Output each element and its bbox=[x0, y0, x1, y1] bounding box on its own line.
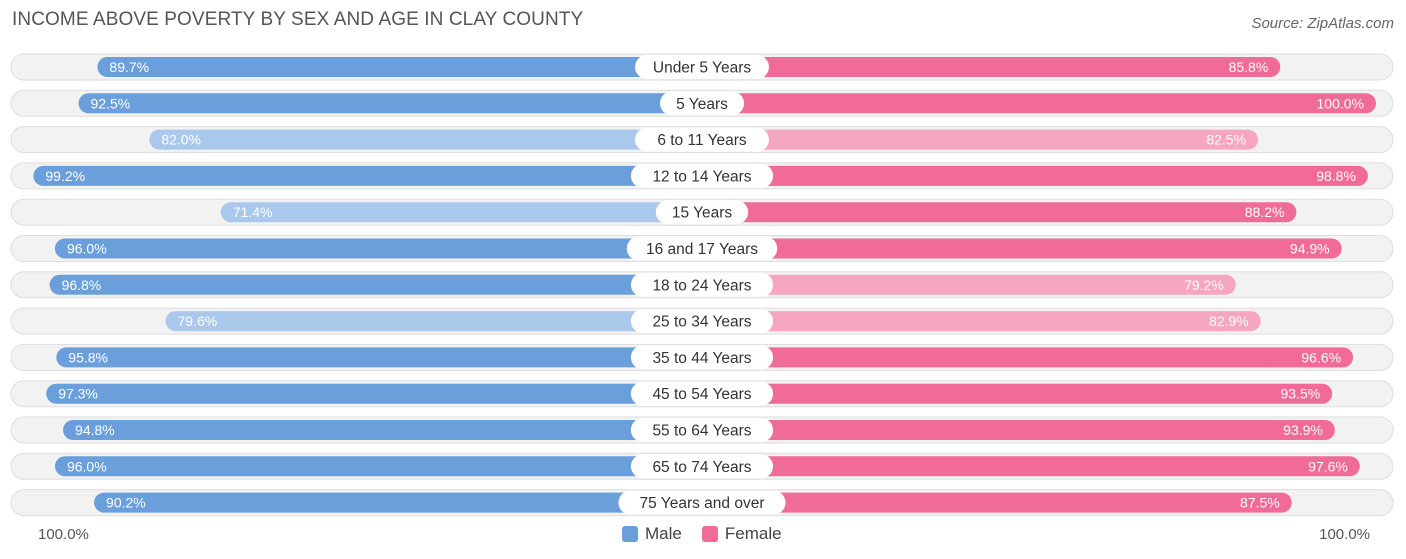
female-value-label: 93.9% bbox=[1283, 422, 1323, 438]
female-value-label: 79.2% bbox=[1184, 277, 1224, 293]
category-label: 16 and 17 Years bbox=[646, 241, 758, 258]
female-value-label: 96.6% bbox=[1301, 349, 1341, 365]
category-pill bbox=[626, 236, 778, 261]
legend-label-male: Male bbox=[645, 524, 682, 543]
category-label: 5 Years bbox=[676, 96, 728, 113]
male-bar bbox=[94, 492, 702, 513]
male-value-label: 97.3% bbox=[58, 386, 98, 402]
female-bar bbox=[702, 165, 1368, 186]
category-pill bbox=[618, 490, 786, 515]
male-value-label: 90.2% bbox=[106, 495, 146, 511]
axis-label-right: 100.0% bbox=[1319, 526, 1370, 543]
axis-label-left: 100.0% bbox=[38, 526, 89, 543]
male-bar bbox=[54, 238, 702, 259]
male-value-label: 71.4% bbox=[233, 204, 273, 220]
male-value-label: 99.2% bbox=[45, 168, 85, 184]
female-value-label: 88.2% bbox=[1245, 204, 1285, 220]
category-label: Under 5 Years bbox=[653, 60, 751, 77]
category-pill bbox=[635, 55, 769, 79]
female-bar bbox=[702, 456, 1360, 477]
female-value-label: 94.9% bbox=[1290, 241, 1330, 257]
category-label: 55 to 64 Years bbox=[652, 423, 751, 440]
category-label: 65 to 74 Years bbox=[652, 459, 751, 476]
male-bar bbox=[46, 383, 702, 404]
female-bar bbox=[702, 420, 1335, 440]
category-label: 18 to 24 Years bbox=[652, 277, 751, 294]
category-pill bbox=[630, 163, 774, 188]
female-bar bbox=[702, 383, 1333, 404]
legend-item-female: Female bbox=[701, 524, 782, 544]
category-label: 25 to 34 Years bbox=[652, 314, 751, 331]
male-bar bbox=[54, 456, 702, 477]
female-bar bbox=[702, 129, 1259, 150]
male-bar bbox=[56, 347, 703, 368]
male-bar bbox=[49, 274, 703, 295]
male-value-label: 96.0% bbox=[67, 458, 107, 474]
male-bar bbox=[33, 165, 703, 186]
male-bar bbox=[78, 93, 703, 114]
female-bar bbox=[702, 238, 1342, 259]
chart-title: INCOME ABOVE POVERTY BY SEX AND AGE IN C… bbox=[12, 9, 584, 30]
category-label: 45 to 54 Years bbox=[652, 386, 751, 403]
category-label: 35 to 44 Years bbox=[652, 350, 751, 367]
male-value-label: 82.0% bbox=[161, 132, 201, 148]
female-value-label: 98.8% bbox=[1316, 168, 1356, 184]
male-value-label: 96.8% bbox=[62, 277, 102, 293]
female-bar bbox=[702, 57, 1281, 77]
female-bar bbox=[702, 347, 1354, 368]
male-bar bbox=[63, 420, 703, 440]
male-value-label: 95.8% bbox=[68, 349, 108, 365]
female-bar bbox=[702, 492, 1292, 513]
category-pill bbox=[630, 272, 774, 297]
female-value-label: 93.5% bbox=[1280, 386, 1320, 402]
category-label: 15 Years bbox=[672, 205, 733, 222]
male-bar bbox=[220, 202, 703, 223]
male-value-label: 94.8% bbox=[75, 422, 115, 438]
category-pill bbox=[630, 454, 774, 479]
male-bar bbox=[165, 311, 703, 332]
category-label: 75 Years and over bbox=[640, 495, 765, 512]
female-bar bbox=[702, 274, 1236, 295]
category-pill bbox=[630, 345, 774, 370]
female-value-label: 85.8% bbox=[1229, 59, 1269, 75]
category-pill bbox=[659, 91, 745, 116]
category-pill bbox=[630, 418, 774, 442]
male-value-label: 79.6% bbox=[177, 313, 217, 329]
female-value-label: 87.5% bbox=[1240, 495, 1280, 511]
category-label: 12 to 14 Years bbox=[652, 168, 751, 185]
female-value-label: 97.6% bbox=[1308, 458, 1348, 474]
female-bar bbox=[702, 93, 1376, 114]
male-value-label: 96.0% bbox=[67, 241, 107, 257]
source-credit: Source: ZipAtlas.com bbox=[1251, 15, 1394, 32]
category-pill bbox=[630, 309, 774, 334]
chart: 89.7% 85.8% Under 5 Years 92.5% 100.0% 5 Year… bbox=[10, 53, 1394, 517]
female-value-label: 82.9% bbox=[1209, 313, 1249, 329]
legend-swatch-female bbox=[701, 526, 718, 542]
female-value-label: 82.5% bbox=[1206, 132, 1246, 148]
male-value-label: 89.7% bbox=[109, 59, 149, 75]
legend-label-female: Female bbox=[724, 524, 782, 543]
male-value-label: 92.5% bbox=[91, 95, 131, 111]
category-label: 6 to 11 Years bbox=[657, 132, 747, 149]
male-bar bbox=[97, 57, 702, 77]
category-pill bbox=[655, 200, 749, 225]
female-value-label: 100.0% bbox=[1317, 95, 1364, 111]
male-bar bbox=[149, 129, 702, 150]
legend: Male Female bbox=[622, 524, 794, 544]
female-bar bbox=[702, 202, 1297, 223]
category-pill bbox=[630, 381, 774, 406]
legend-swatch-male bbox=[622, 526, 638, 542]
female-bar bbox=[702, 311, 1261, 332]
category-pill bbox=[635, 127, 769, 152]
legend-item-male: Male bbox=[622, 524, 682, 544]
